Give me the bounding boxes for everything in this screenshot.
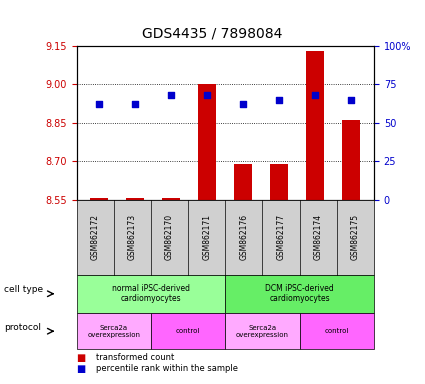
Point	[96, 101, 102, 108]
Text: GSM862173: GSM862173	[128, 214, 137, 260]
Bar	[198, 84, 216, 200]
Text: percentile rank within the sample: percentile rank within the sample	[96, 364, 238, 373]
Text: cell type: cell type	[4, 285, 43, 295]
Point	[168, 92, 175, 98]
Text: control: control	[325, 328, 349, 334]
Bar	[126, 199, 144, 200]
Text: GSM862171: GSM862171	[202, 214, 211, 260]
Point	[240, 101, 246, 108]
Bar	[343, 120, 360, 200]
Point	[204, 92, 211, 98]
Text: DCM iPSC-derived
cardiomyocytes: DCM iPSC-derived cardiomyocytes	[265, 284, 334, 303]
Text: GSM862175: GSM862175	[351, 214, 360, 260]
Point	[276, 97, 283, 103]
Text: ■: ■	[76, 353, 86, 363]
Text: Serca2a
overexpression: Serca2a overexpression	[236, 325, 289, 338]
Bar	[234, 164, 252, 200]
Point	[312, 92, 319, 98]
Text: GSM862172: GSM862172	[91, 214, 99, 260]
Text: GSM862177: GSM862177	[277, 214, 286, 260]
Bar	[270, 164, 288, 200]
Text: ■: ■	[76, 364, 86, 374]
Point	[132, 101, 139, 108]
Text: GSM862174: GSM862174	[314, 214, 323, 260]
Text: transformed count: transformed count	[96, 353, 174, 362]
Text: GSM862176: GSM862176	[239, 214, 248, 260]
Bar	[306, 51, 324, 200]
Text: control: control	[176, 328, 200, 334]
Text: GSM862170: GSM862170	[165, 214, 174, 260]
Text: normal iPSC-derived
cardiomyocytes: normal iPSC-derived cardiomyocytes	[112, 284, 190, 303]
Bar	[90, 198, 108, 200]
Text: GDS4435 / 7898084: GDS4435 / 7898084	[142, 27, 283, 41]
Bar	[162, 199, 180, 200]
Text: Serca2a
overexpression: Serca2a overexpression	[87, 325, 140, 338]
Text: protocol: protocol	[4, 323, 41, 332]
Point	[348, 97, 355, 103]
